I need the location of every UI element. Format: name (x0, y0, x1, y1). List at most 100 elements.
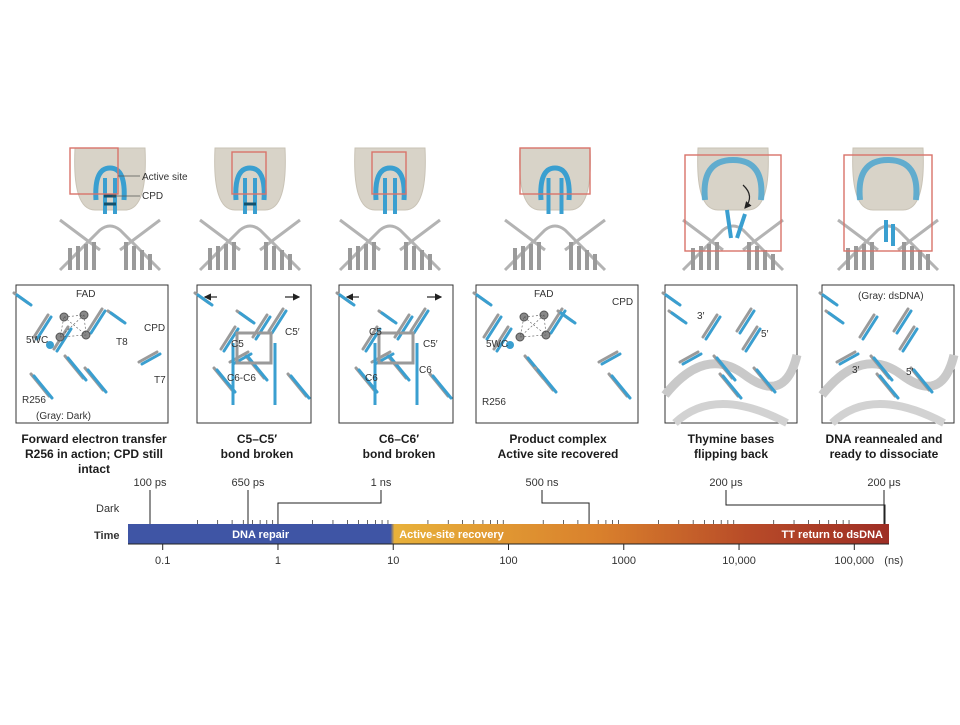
tick-label: 100 (499, 555, 517, 567)
flip-arrow (742, 184, 752, 209)
timepoint-label: 100 ps (133, 477, 167, 489)
ring-gray (377, 331, 415, 365)
stick-blue (559, 311, 577, 325)
active-site-loop (701, 156, 765, 201)
stick-gray (735, 307, 753, 333)
stick-gray (409, 307, 427, 333)
protein-shape (354, 147, 426, 211)
stick-blue (721, 374, 743, 400)
stick-blue (610, 374, 632, 400)
ring-gray (235, 331, 273, 365)
stick-blue (738, 309, 756, 335)
dna-icon-4 (503, 147, 607, 272)
stick-gray (678, 350, 700, 364)
panel-label: 3′ (697, 311, 705, 322)
active-site-loop (373, 165, 407, 201)
stick-gray (492, 325, 510, 351)
panel-frame (664, 284, 798, 424)
stick-blue (755, 368, 777, 394)
tick-label: 1 (275, 555, 281, 567)
panel-label: 5WC (26, 335, 48, 346)
stick-blue (821, 293, 839, 307)
dna-ribbon (672, 400, 789, 427)
stick-blue (600, 352, 622, 366)
zoom-box (519, 147, 591, 195)
stick-blue (109, 311, 127, 325)
zoom-box (231, 151, 267, 195)
active-site-loop (538, 165, 572, 201)
stick-gray (361, 325, 379, 351)
unit-label: (ns) (884, 555, 903, 567)
stick-blue (901, 327, 919, 353)
caption-stage-3: C6–C6′ bond broken (362, 432, 436, 461)
stick-blue (412, 309, 430, 335)
connector (725, 490, 886, 524)
stick-blue (289, 374, 311, 400)
stick-gray (86, 307, 104, 333)
panel-label: 5WC (486, 339, 508, 350)
dark-label: Dark (96, 503, 120, 515)
dna-backbone (198, 224, 302, 272)
dna-ribbon (661, 353, 802, 398)
tick-label: 100,000 (834, 555, 874, 567)
protein-shape (74, 147, 146, 211)
stick-blue (744, 327, 762, 353)
timepoint-label: 200 μs (709, 477, 743, 489)
label-active-site: Active site (142, 172, 188, 183)
timepoint-label: 650 ps (231, 477, 265, 489)
stick-blue (254, 315, 272, 341)
dna-backbone (338, 224, 442, 272)
caption-stage-5: Thymine bases flipping back (687, 432, 775, 461)
thymine-base (725, 209, 733, 239)
panel-label: T7 (154, 375, 166, 386)
icon-1-labels: Active site CPD (112, 172, 188, 202)
stick-blue (485, 315, 503, 341)
timepoint-label: 200 μs (867, 477, 901, 489)
panel-label: (Gray: Dark) (36, 411, 91, 422)
tick-label: 10 (387, 555, 399, 567)
dna-icon-6 (836, 147, 940, 272)
stick-gray (482, 313, 500, 339)
stick-blue (15, 293, 33, 307)
panel-label: CPD (144, 323, 165, 334)
stick-blue (35, 315, 53, 341)
stick-blue (861, 315, 879, 341)
stick-blue (895, 309, 913, 335)
axis-label: Time (94, 530, 119, 542)
stick-blue (86, 368, 108, 394)
thymine-base (735, 213, 747, 239)
stick-blue (66, 356, 88, 382)
stick-gray (741, 325, 759, 351)
dna-helix (681, 218, 785, 272)
panel-frame (196, 284, 312, 424)
structure-panel-3: C5 C5′ C6 C6 (335, 284, 454, 424)
stick-blue (380, 311, 398, 325)
panel-label: 5′ (761, 329, 769, 340)
stick-blue (396, 315, 414, 341)
timepoint-connectors (149, 490, 886, 524)
atom-sphere (46, 341, 54, 349)
label-cpd: CPD (142, 191, 163, 202)
timepoint-label: 500 ns (525, 477, 559, 489)
structure-panel-2: C5 C5′ C6-C6 (193, 284, 312, 424)
tick-label: 0.1 (155, 555, 170, 567)
tick-label: 1000 (612, 555, 636, 567)
stick-blue (664, 293, 682, 307)
timepoint-label: 1 ns (371, 477, 392, 489)
panel-label: CPD (612, 297, 633, 308)
phase-label: TT return to dsDNA (782, 529, 883, 541)
structure-panel-5: 3′ 5′ (661, 284, 802, 427)
structure-panel-1: FAD 5WC T8 CPD T7 R256 (Gray: Dark) (12, 284, 169, 424)
tick-label: 10,000 (722, 555, 756, 567)
dna-ribbon (829, 400, 946, 427)
active-site-loop (93, 165, 127, 201)
dna-ribbon (818, 353, 959, 398)
stick-blue (878, 374, 900, 400)
stick-blue (715, 356, 737, 382)
dna-helix (58, 218, 162, 272)
panel-frame (821, 284, 955, 424)
zoom-box (684, 154, 782, 252)
stick-gray (892, 307, 910, 333)
dna-helix (338, 218, 442, 272)
